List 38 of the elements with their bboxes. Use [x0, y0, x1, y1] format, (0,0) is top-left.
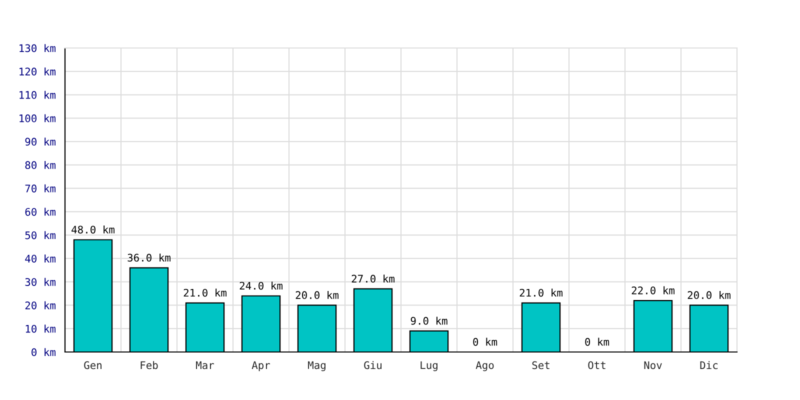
data-label: 21.0 km: [184, 288, 226, 297]
y-tick-label: 10 km: [26, 324, 56, 333]
y-tick-label: 0 km: [32, 348, 56, 356]
x-tick-label: Nov: [644, 361, 662, 370]
x-tick-label: Ago: [476, 361, 494, 372]
data-label: 20.0 km: [296, 290, 338, 300]
y-tick-label: 100 km: [20, 114, 56, 122]
y-tick-label: 20 km: [25, 301, 56, 310]
data-label: 21.0 km: [520, 288, 562, 297]
y-tick-label: 120 km: [20, 67, 56, 76]
data-label: 22.0 km: [632, 286, 674, 294]
x-tick-label: Mar: [196, 361, 214, 370]
x-tick-label: Mag: [308, 361, 326, 372]
data-label: 0 km: [585, 338, 610, 346]
y-tick-label: 110 km: [20, 90, 56, 99]
y-tick-label: 70 km: [25, 184, 56, 192]
x-tick-label: Giu: [364, 361, 382, 370]
x-tick-label: Ott: [588, 361, 606, 370]
x-tick-label: Feb: [140, 361, 158, 370]
data-label: 20.0 km: [688, 290, 730, 300]
data-label: 0 km: [473, 338, 498, 346]
y-tick-label: 30 km: [25, 278, 56, 286]
data-label: 24.0 km: [240, 282, 282, 290]
y-tick-label: 80 km: [25, 160, 56, 170]
y-tick-label: 40 km: [25, 254, 56, 263]
y-tick-label: 90 km: [25, 138, 56, 146]
y-tick-label: 60 km: [25, 208, 56, 216]
x-tick-label: Lug: [420, 361, 438, 372]
y-tick-label: 130 km: [20, 44, 56, 52]
y-tick-label: 50 km: [25, 231, 56, 240]
x-tick-label: Dic: [700, 361, 718, 370]
data-label: 48.0 km: [72, 226, 114, 234]
data-label: 27.0 km: [352, 274, 394, 283]
x-tick-label: Set: [532, 361, 550, 370]
data-label: 9.0 km: [410, 316, 448, 325]
x-tick-label: Apr: [252, 361, 270, 372]
x-tick-label: Gen: [84, 361, 102, 370]
data-label: 36.0 km: [128, 254, 170, 262]
